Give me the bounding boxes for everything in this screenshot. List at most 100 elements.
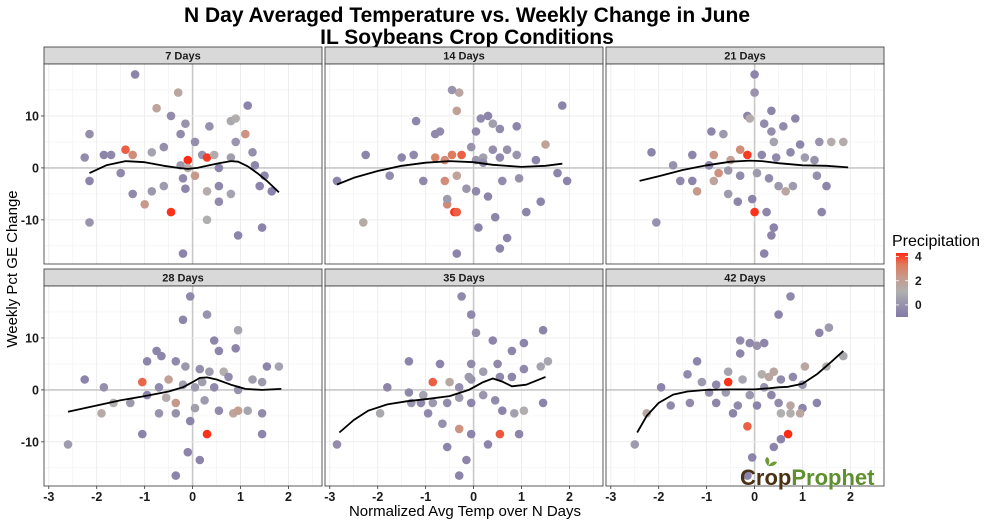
- data-point: [178, 315, 188, 325]
- trend-line: [89, 160, 280, 193]
- data-point: [209, 383, 219, 392]
- data-point: [519, 338, 529, 348]
- data-point: [116, 168, 125, 178]
- cropprophet-logo: CropProphet: [740, 457, 875, 490]
- data-point: [839, 137, 848, 147]
- data-point: [728, 409, 738, 418]
- data-point: [478, 367, 488, 377]
- legend-tick-label: 0: [915, 298, 922, 312]
- data-point: [735, 145, 745, 154]
- x-tick-label: -3: [605, 490, 616, 504]
- data-point: [483, 111, 493, 121]
- data-point: [493, 359, 502, 369]
- panel-points: [63, 292, 284, 480]
- data-point: [190, 383, 200, 392]
- data-point: [795, 140, 805, 149]
- data-point: [397, 153, 407, 162]
- data-point: [442, 442, 452, 452]
- data-point: [668, 161, 678, 170]
- data-point: [711, 380, 721, 390]
- data-point: [243, 406, 252, 416]
- data-point: [190, 137, 200, 147]
- chart-title-line1: N Day Averaged Temperature vs. Weekly Ch…: [184, 4, 750, 27]
- data-point: [197, 377, 207, 387]
- data-point: [733, 197, 743, 206]
- data-point: [97, 409, 106, 418]
- panel-grid: [44, 64, 322, 264]
- data-point: [800, 153, 810, 162]
- data-point: [685, 398, 695, 408]
- data-point: [224, 372, 233, 382]
- panel-points: [332, 292, 553, 480]
- data-point: [507, 372, 517, 382]
- data-point: [138, 377, 147, 387]
- data-point: [723, 377, 733, 387]
- data-point: [262, 362, 272, 371]
- data-point: [771, 153, 781, 162]
- data-point: [423, 409, 433, 418]
- data-point: [214, 197, 224, 206]
- panel-7-days: 7 Days -10 0 10: [21, 46, 323, 265]
- data-point: [195, 364, 205, 374]
- data-point: [709, 176, 719, 186]
- data-point: [558, 101, 567, 110]
- data-point: [776, 375, 786, 384]
- panel-background: [325, 286, 603, 486]
- data-point: [767, 127, 776, 136]
- panel-border: [324, 285, 604, 487]
- data-point: [490, 396, 500, 405]
- data-point: [745, 114, 755, 123]
- data-point: [779, 122, 788, 131]
- data-point: [164, 375, 173, 384]
- data-point: [462, 455, 471, 465]
- data-point: [719, 129, 728, 139]
- data-point: [466, 429, 476, 439]
- data-point: [457, 150, 466, 160]
- data-point: [733, 401, 743, 410]
- panel-points: [647, 70, 848, 258]
- data-point: [752, 401, 762, 410]
- data-point: [514, 429, 524, 439]
- data-point: [723, 367, 733, 377]
- data-point: [471, 187, 481, 196]
- data-point: [231, 344, 240, 353]
- data-point: [257, 377, 267, 387]
- data-point: [750, 207, 759, 217]
- x-tick-label: -1: [139, 490, 150, 504]
- data-point: [85, 218, 94, 227]
- panel-grid: [325, 64, 603, 264]
- data-point: [332, 440, 342, 449]
- data-point: [769, 442, 779, 452]
- data-point: [154, 383, 164, 392]
- data-point: [147, 148, 157, 157]
- data-point: [752, 341, 762, 351]
- data-point: [435, 127, 445, 136]
- data-point: [723, 166, 733, 175]
- data-point: [786, 401, 795, 410]
- panel-points: [332, 85, 572, 258]
- data-point: [652, 218, 661, 227]
- data-point: [757, 150, 767, 160]
- data-point: [383, 383, 392, 392]
- data-point: [445, 377, 454, 387]
- data-point: [147, 187, 157, 196]
- data-point: [466, 142, 476, 152]
- data-point: [214, 163, 224, 173]
- data-point: [764, 174, 774, 183]
- data-point: [428, 377, 438, 387]
- data-point: [723, 189, 733, 199]
- data-point: [519, 364, 529, 374]
- data-point: [498, 176, 507, 186]
- trend-line: [336, 160, 563, 186]
- data-point: [359, 218, 368, 227]
- data-point: [231, 137, 240, 147]
- data-point: [519, 406, 529, 416]
- data-point: [757, 370, 767, 379]
- data-point: [750, 88, 759, 97]
- panel-border: [605, 285, 885, 487]
- data-point: [161, 393, 171, 403]
- data-point: [454, 393, 464, 403]
- data-point: [735, 171, 745, 180]
- data-point: [154, 409, 164, 418]
- legend-colorbar: [896, 253, 908, 317]
